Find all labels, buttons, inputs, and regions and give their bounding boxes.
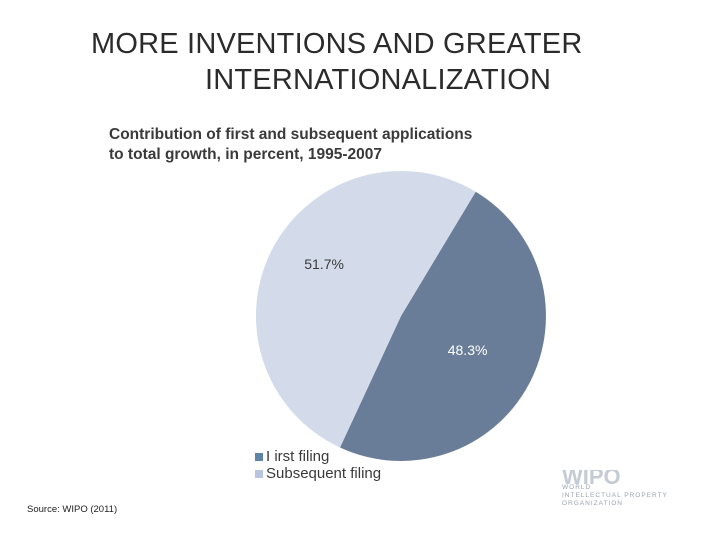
slide-title: MORE INVENTIONS AND GREATER INTERNATIONA… (0, 26, 720, 98)
pie-slice-subsequent-filing (255, 170, 476, 448)
wipo-logo-line-2: INTELLECTUAL PROPERTY (562, 492, 668, 499)
pie-slice-i-irst-filing (340, 191, 546, 461)
pie-label-i-irst-filing: 48.3% (448, 342, 488, 358)
legend-item-subsequent-filing: Subsequent filing (255, 465, 381, 482)
wipo-logo-line-3: ORGANIZATION (562, 500, 623, 507)
legend-label-first-filing: I irst filing (266, 448, 330, 465)
chart-title-line-1: Contribution of first and subsequent app… (109, 126, 473, 143)
legend-swatch-subsequent-filing (255, 469, 263, 478)
slide-title-line-1: MORE INVENTIONS AND GREATER (91, 28, 583, 60)
legend-swatch-first-filing (255, 452, 263, 461)
chart-title: Contribution of first and subsequent app… (109, 125, 549, 165)
chart-legend: I irst filing Subsequent filing (255, 448, 381, 482)
chart-title-line-2: to total growth, in percent, 1995-2007 (109, 146, 383, 163)
wipo-logo: WIPO WORLD INTELLECTUAL PROPERTY ORGANIZ… (562, 470, 668, 508)
source-note: Source: WIPO (2011) (27, 504, 118, 515)
wipo-logo-mark: WIPO (562, 470, 621, 484)
slide-title-line-2: INTERNATIONALIZATION (205, 64, 552, 96)
legend-label-subsequent-filing: Subsequent filing (266, 465, 382, 482)
pie-label-subsequent-filing: 51.7% (304, 256, 344, 272)
legend-item-first-filing: I irst filing (255, 448, 381, 465)
wipo-logo-line-1: WORLD (562, 484, 592, 491)
